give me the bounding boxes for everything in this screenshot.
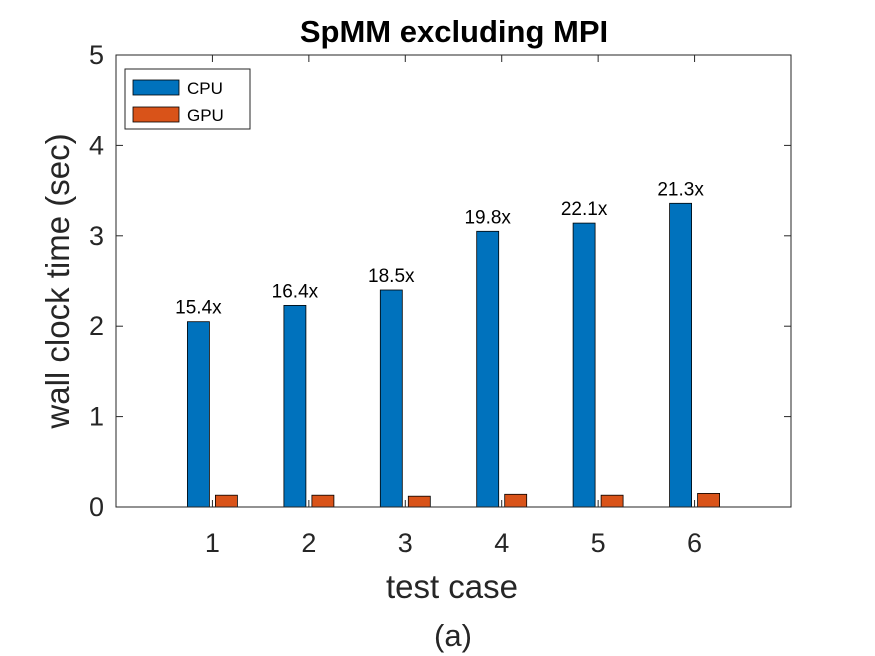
legend-swatch-gpu xyxy=(132,106,180,123)
bar-gpu-case-1 xyxy=(214,494,238,508)
x-axis-ticks: 1 2 3 4 5 6 xyxy=(205,55,702,558)
figure-caption: (a) xyxy=(434,618,472,653)
x-tick-label-4: 4 xyxy=(494,528,509,558)
data-label-case-1: 15.4x xyxy=(175,298,222,319)
legend: CPU GPU xyxy=(124,68,251,130)
y-axis-ticks: 0 1 2 3 4 5 xyxy=(89,40,791,522)
y-tick-label-2: 2 xyxy=(89,311,104,341)
plot-area-box xyxy=(115,54,792,508)
chart-title: SpMM excluding MPI xyxy=(300,14,608,49)
data-label-case-2: 16.4x xyxy=(272,281,319,302)
data-label-case-6: 21.3x xyxy=(657,179,704,200)
bars-group xyxy=(186,202,720,508)
x-axis-label: test case xyxy=(386,568,518,605)
data-label-case-5: 22.1x xyxy=(561,199,608,220)
bar-cpu-case-6 xyxy=(669,202,692,508)
legend-label-gpu: GPU xyxy=(187,106,224,125)
x-tick-label-3: 3 xyxy=(398,528,413,558)
bar-gpu-case-5 xyxy=(600,494,624,508)
data-label-case-3: 18.5x xyxy=(368,266,415,287)
y-tick-label-1: 1 xyxy=(89,402,104,432)
bar-gpu-case-2 xyxy=(311,494,335,508)
legend-swatch-cpu xyxy=(132,79,180,96)
bar-cpu-case-4 xyxy=(476,230,500,508)
data-labels-group: 15.4x 16.4x 18.5x 19.8x 22.1x 21.3x xyxy=(175,179,704,318)
x-tick-label-2: 2 xyxy=(301,528,316,558)
y-tick-label-3: 3 xyxy=(89,221,104,251)
bar-gpu-case-4 xyxy=(504,493,528,508)
y-tick-label-5: 5 xyxy=(89,40,104,70)
bar-gpu-case-3 xyxy=(407,495,431,508)
legend-label-cpu: CPU xyxy=(187,79,223,98)
y-tick-label-4: 4 xyxy=(89,130,104,160)
bar-cpu-case-1 xyxy=(186,321,210,508)
x-tick-label-5: 5 xyxy=(591,528,606,558)
y-axis-label: wall clock time (sec) xyxy=(39,133,76,429)
bar-cpu-case-3 xyxy=(379,289,403,508)
bar-gpu-case-6 xyxy=(697,492,720,508)
bar-cpu-case-5 xyxy=(572,222,596,508)
x-tick-label-1: 1 xyxy=(205,528,220,558)
bar-cpu-case-2 xyxy=(283,304,307,508)
x-tick-label-6: 6 xyxy=(687,528,702,558)
data-label-case-4: 19.8x xyxy=(464,207,511,228)
y-tick-label-0: 0 xyxy=(89,492,104,522)
